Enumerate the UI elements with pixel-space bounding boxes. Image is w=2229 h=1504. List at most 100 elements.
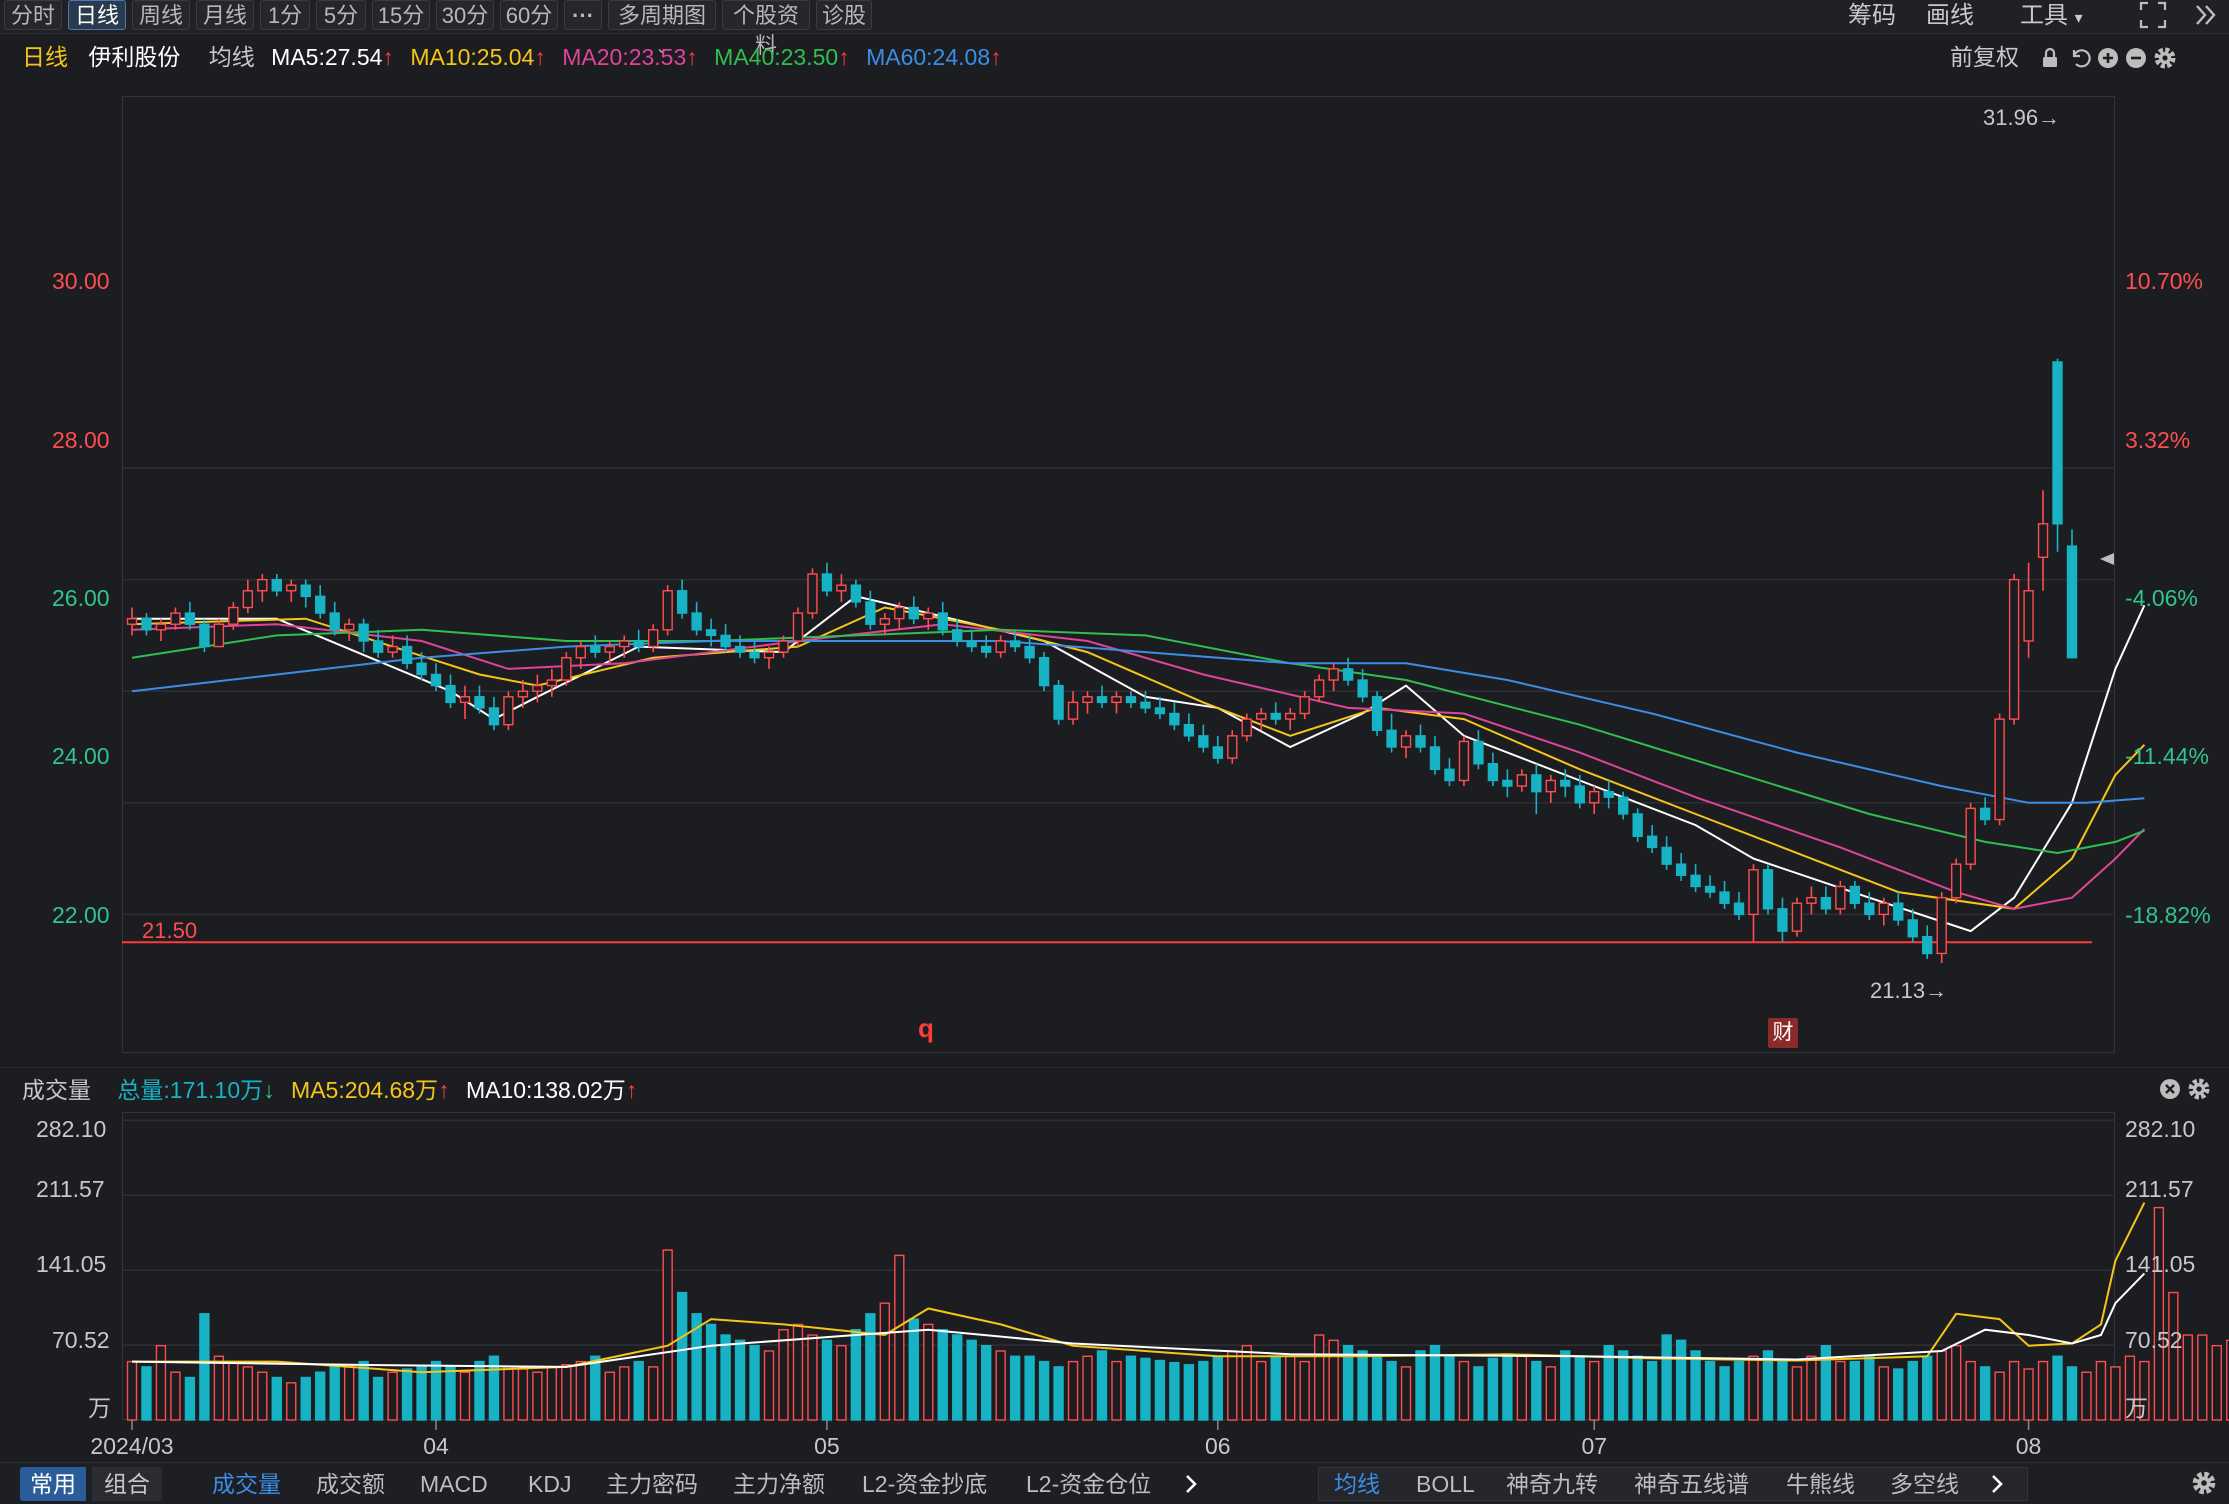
- x-tick-label: 2024/03: [90, 1433, 173, 1459]
- tab-common[interactable]: 常用: [20, 1467, 86, 1501]
- candle-body: [459, 696, 471, 704]
- candle-body: [1950, 863, 1962, 899]
- stock-profile-button[interactable]: 个股资料: [722, 0, 810, 58]
- tab-long-short-line[interactable]: 多空线: [1890, 1471, 1959, 1497]
- fullscreen-icon[interactable]: [2138, 0, 2168, 32]
- volume-bar: [1835, 1360, 1846, 1421]
- candlestick-chart[interactable]: [0, 80, 2229, 1060]
- zoom-in-icon[interactable]: [2096, 46, 2120, 70]
- tab-main-net[interactable]: 主力净额: [733, 1471, 825, 1497]
- candle-body: [1661, 846, 1672, 865]
- candle-body: [720, 634, 731, 648]
- financial-report-marker[interactable]: 财: [1768, 1018, 1798, 1048]
- candle-body: [1849, 885, 1861, 904]
- candle-body: [1458, 740, 1470, 782]
- candle-body: [850, 584, 862, 603]
- volume-bar: [1603, 1344, 1614, 1421]
- candle-body: [199, 623, 210, 648]
- candle-body: [908, 606, 919, 620]
- tab-main-code[interactable]: 主力密码: [606, 1471, 698, 1497]
- period-button-weekly[interactable]: 周线: [132, 0, 190, 30]
- candle-body: [1936, 896, 1947, 955]
- tab-volume[interactable]: 成交量: [212, 1471, 281, 1497]
- tab-kdj[interactable]: KDJ: [528, 1471, 572, 1497]
- volume-tick-label: 211.57: [36, 1176, 105, 1202]
- period-button-1min[interactable]: 1分: [260, 0, 310, 30]
- volume-bar: [1256, 1360, 1267, 1421]
- tab-magic-five-lines[interactable]: 神奇五线谱: [1634, 1471, 1749, 1497]
- indicator-name[interactable]: 均线: [208, 44, 255, 70]
- tab-magic-nine[interactable]: 神奇九转: [1506, 1471, 1598, 1497]
- volume-total: 总量:171.10万: [117, 1077, 264, 1103]
- volume-title: 成交量: [22, 1077, 91, 1103]
- volume-tick-label: 141.05: [36, 1251, 107, 1277]
- percent-tick-label: 3.32%: [2125, 427, 2191, 453]
- period-button-monthly[interactable]: 月线: [196, 0, 254, 30]
- tab-turnover[interactable]: 成交额: [316, 1471, 385, 1497]
- more-periods-button[interactable]: ···: [564, 0, 602, 30]
- draw-line-button[interactable]: 画线: [1926, 2, 1974, 29]
- period-button-30min[interactable]: 30分: [436, 0, 494, 30]
- period-button-60min[interactable]: 60分: [500, 0, 558, 30]
- stock-name[interactable]: 伊利股份: [88, 44, 181, 70]
- candle-body: [2052, 361, 2063, 525]
- gear-icon[interactable]: [2190, 1469, 2218, 1497]
- close-icon[interactable]: [2158, 1077, 2182, 1101]
- volume-bar: [879, 1302, 891, 1421]
- diagnose-button[interactable]: 诊股: [816, 0, 872, 30]
- candle-body: [1024, 645, 1035, 659]
- multi-period-label: 多周期图: [617, 3, 706, 28]
- volume-chart[interactable]: 2024/0304050607080910: [0, 1100, 2229, 1460]
- double-chevron-right-icon[interactable]: [2192, 0, 2220, 32]
- tools-dropdown[interactable]: 工具 ▾: [2020, 0, 2083, 32]
- volume-bar: [1140, 1357, 1151, 1421]
- volume-bar: [416, 1366, 427, 1421]
- period-button-15min[interactable]: 15分: [372, 0, 430, 30]
- candle-body: [807, 573, 818, 614]
- multi-period-dropdown[interactable]: 多周期图 ⌄: [608, 0, 716, 57]
- candle-body: [1386, 729, 1397, 748]
- candle-body: [2066, 545, 2078, 659]
- tab-ma[interactable]: 均线: [1334, 1471, 1380, 1497]
- candle-body: [257, 578, 268, 592]
- tab-l2-bottom-fishing[interactable]: L2-资金抄底: [862, 1471, 988, 1497]
- tab-macd[interactable]: MACD: [420, 1471, 488, 1497]
- tab-bull-bear-line[interactable]: 牛熊线: [1786, 1471, 1855, 1497]
- indicator-tab-bar: 常用 组合 成交量 成交额 MACD KDJ 主力密码 主力净额 L2-资金抄底…: [0, 1462, 2229, 1504]
- period-button-daily[interactable]: 日线: [68, 0, 126, 30]
- volume-bar: [1690, 1350, 1701, 1421]
- candle-body: [1979, 807, 1991, 821]
- volume-bar: [590, 1355, 601, 1421]
- chevron-right-icon[interactable]: [1988, 1473, 2006, 1495]
- period-button-5min[interactable]: 5分: [316, 0, 366, 30]
- gear-icon[interactable]: [2152, 45, 2178, 71]
- period-button-fenshi[interactable]: 分时: [4, 0, 62, 30]
- volume-bar: [1169, 1361, 1180, 1421]
- volume-bar: [387, 1371, 398, 1421]
- candle-body: [1545, 779, 1556, 793]
- volume-ma5: MA5:204.68万: [291, 1077, 439, 1103]
- undo-icon[interactable]: [2068, 46, 2092, 70]
- gear-icon[interactable]: [2186, 1076, 2212, 1102]
- candle-body: [532, 684, 543, 692]
- adjust-mode[interactable]: 前复权: [1950, 44, 2019, 70]
- event-marker-q[interactable]: q: [918, 1013, 934, 1043]
- volume-bar: [199, 1313, 210, 1421]
- tab-l2-position[interactable]: L2-资金仓位: [1026, 1471, 1152, 1497]
- chevron-right-icon[interactable]: [1182, 1473, 1200, 1495]
- high-price-marker: 31.96→: [1983, 105, 2061, 130]
- tab-boll[interactable]: BOLL: [1416, 1471, 1475, 1497]
- candle-body: [1400, 735, 1412, 748]
- volume-ma10: MA10:138.02万: [465, 1077, 626, 1103]
- chips-button[interactable]: 筹码: [1848, 2, 1896, 29]
- volume-bar: [1516, 1355, 1528, 1421]
- tab-combo[interactable]: 组合: [92, 1467, 162, 1501]
- ma40-readout: MA40:23.50: [714, 44, 839, 70]
- lock-icon[interactable]: [2038, 46, 2062, 70]
- volume-bar: [1704, 1360, 1716, 1421]
- candle-body: [1313, 679, 1325, 698]
- zoom-out-icon[interactable]: [2124, 46, 2148, 70]
- volume-bar: [792, 1323, 804, 1421]
- volume-bar: [2168, 1291, 2179, 1421]
- candle-body: [1198, 735, 1209, 748]
